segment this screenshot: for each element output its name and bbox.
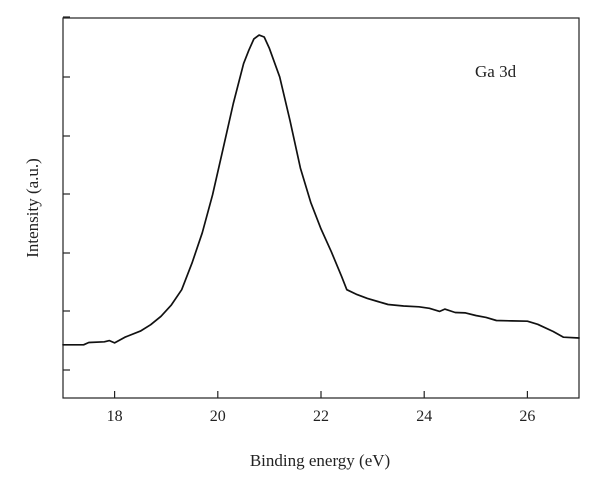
x-tick-label: 18	[107, 408, 123, 425]
x-axis-tick-labels: 18 20 22 24 26	[107, 408, 536, 425]
peak-annotation: Ga 3d	[475, 62, 517, 81]
y-axis-label: Intensity (a.u.)	[23, 158, 42, 258]
x-tick-label: 24	[416, 408, 432, 425]
x-axis-ticks	[113, 391, 529, 398]
y-axis-ticks	[63, 16, 70, 371]
x-tick-label: 20	[210, 408, 226, 425]
x-tick-label: 22	[313, 408, 329, 425]
series-line	[62, 34, 580, 346]
x-axis-label: Binding energy (eV)	[250, 451, 390, 470]
x-tick-label: 26	[519, 408, 535, 425]
